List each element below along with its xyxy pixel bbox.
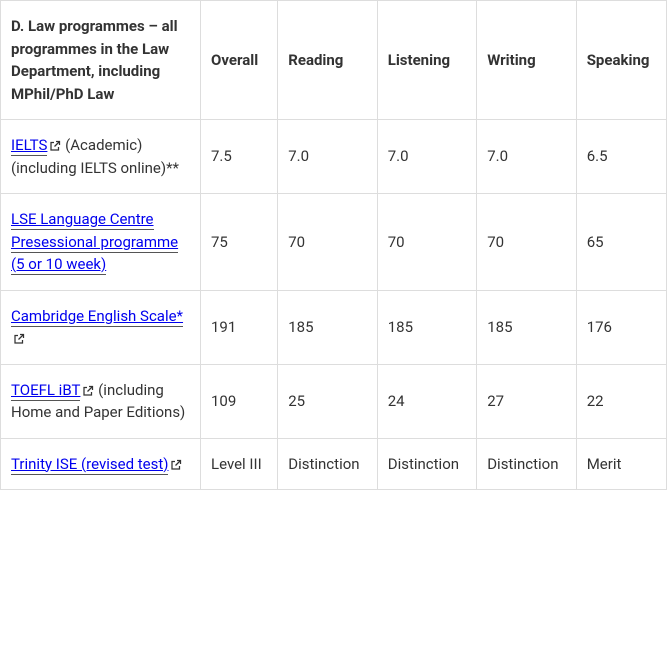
cell-reading: Distinction xyxy=(278,438,377,490)
cell-listening: 185 xyxy=(377,290,476,364)
table-row: LSE Language Centre Presessional program… xyxy=(1,194,667,291)
table-row: IELTS (Academic)(including IELTS online)… xyxy=(1,120,667,194)
cell-speaking: 22 xyxy=(576,364,666,438)
cell-overall: 191 xyxy=(201,290,278,364)
table-row: Trinity ISE (revised test) Level III Dis… xyxy=(1,438,667,490)
link-label: IELTS xyxy=(11,136,47,154)
cell-overall: 75 xyxy=(201,194,278,291)
cell-writing: Distinction xyxy=(477,438,576,490)
toefl-ibt-link[interactable]: TOEFL iBT xyxy=(11,381,80,401)
header-overall: Overall xyxy=(201,1,278,120)
cell-speaking: 6.5 xyxy=(576,120,666,194)
row-label-cell: LSE Language Centre Presessional program… xyxy=(1,194,201,291)
header-listening: Listening xyxy=(377,1,476,120)
cell-writing: 185 xyxy=(477,290,576,364)
cell-writing: 70 xyxy=(477,194,576,291)
external-link-icon xyxy=(170,459,182,471)
link-label: TOEFL iBT xyxy=(11,381,80,399)
table-header-row: D. Law programmes – all programmes in th… xyxy=(1,1,667,120)
external-link-icon xyxy=(13,333,25,345)
cell-speaking: 65 xyxy=(576,194,666,291)
table-row: Cambridge English Scale* 191 185 185 185… xyxy=(1,290,667,364)
cell-speaking: 176 xyxy=(576,290,666,364)
cell-writing: 7.0 xyxy=(477,120,576,194)
cell-overall: 7.5 xyxy=(201,120,278,194)
cell-reading: 25 xyxy=(278,364,377,438)
lse-presessional-link[interactable]: LSE Language Centre Presessional program… xyxy=(11,210,178,275)
header-corner: D. Law programmes – all programmes in th… xyxy=(1,1,201,120)
ielts-link[interactable]: IELTS xyxy=(11,136,47,156)
cell-listening: 70 xyxy=(377,194,476,291)
cell-overall: Level III xyxy=(201,438,278,490)
cell-speaking: Merit xyxy=(576,438,666,490)
row-label-cell: TOEFL iBT (including Home and Paper Edit… xyxy=(1,364,201,438)
table-row: TOEFL iBT (including Home and Paper Edit… xyxy=(1,364,667,438)
row-label-cell: IELTS (Academic)(including IELTS online)… xyxy=(1,120,201,194)
link-label: LSE Language Centre Presessional program… xyxy=(11,210,178,273)
cell-reading: 7.0 xyxy=(278,120,377,194)
trinity-ise-link[interactable]: Trinity ISE (revised test) xyxy=(11,455,168,475)
external-link-icon xyxy=(82,385,94,397)
row-label-cell: Trinity ISE (revised test) xyxy=(1,438,201,490)
cell-writing: 27 xyxy=(477,364,576,438)
external-link-icon xyxy=(49,140,61,152)
cell-reading: 70 xyxy=(278,194,377,291)
link-label: Cambridge English Scale* xyxy=(11,307,183,325)
cell-reading: 185 xyxy=(278,290,377,364)
header-reading: Reading xyxy=(278,1,377,120)
cell-overall: 109 xyxy=(201,364,278,438)
cell-listening: 24 xyxy=(377,364,476,438)
header-speaking: Speaking xyxy=(576,1,666,120)
header-writing: Writing xyxy=(477,1,576,120)
row-label-cell: Cambridge English Scale* xyxy=(1,290,201,364)
link-label: Trinity ISE (revised test) xyxy=(11,455,168,473)
requirements-table: D. Law programmes – all programmes in th… xyxy=(0,0,667,490)
cell-listening: 7.0 xyxy=(377,120,476,194)
cambridge-scale-link[interactable]: Cambridge English Scale* xyxy=(11,307,183,327)
cell-listening: Distinction xyxy=(377,438,476,490)
